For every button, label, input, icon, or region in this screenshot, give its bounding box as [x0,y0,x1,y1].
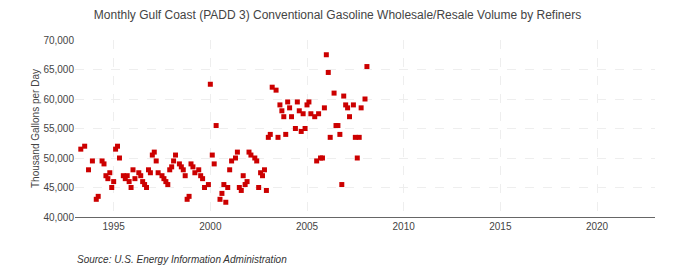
svg-text:60,000: 60,000 [43,94,74,105]
svg-text:2005: 2005 [296,221,319,232]
svg-text:2020: 2020 [586,221,609,232]
svg-text:1995: 1995 [103,221,126,232]
svg-text:Monthly Gulf Coast (PADD 3) Co: Monthly Gulf Coast (PADD 3) Conventional… [94,8,581,22]
svg-text:2000: 2000 [199,221,222,232]
svg-text:Thousand Gallons per Day: Thousand Gallons per Day [30,69,41,188]
svg-text:2010: 2010 [393,221,416,232]
svg-text:45,000: 45,000 [43,182,74,193]
svg-text:55,000: 55,000 [43,123,74,134]
svg-text:2015: 2015 [489,221,512,232]
svg-text:40,000: 40,000 [43,212,74,223]
svg-text:Source: U.S. Energy Informatio: Source: U.S. Energy Information Administ… [77,254,287,265]
svg-text:50,000: 50,000 [43,153,74,164]
svg-text:65,000: 65,000 [43,64,74,75]
svg-text:70,000: 70,000 [43,35,74,46]
